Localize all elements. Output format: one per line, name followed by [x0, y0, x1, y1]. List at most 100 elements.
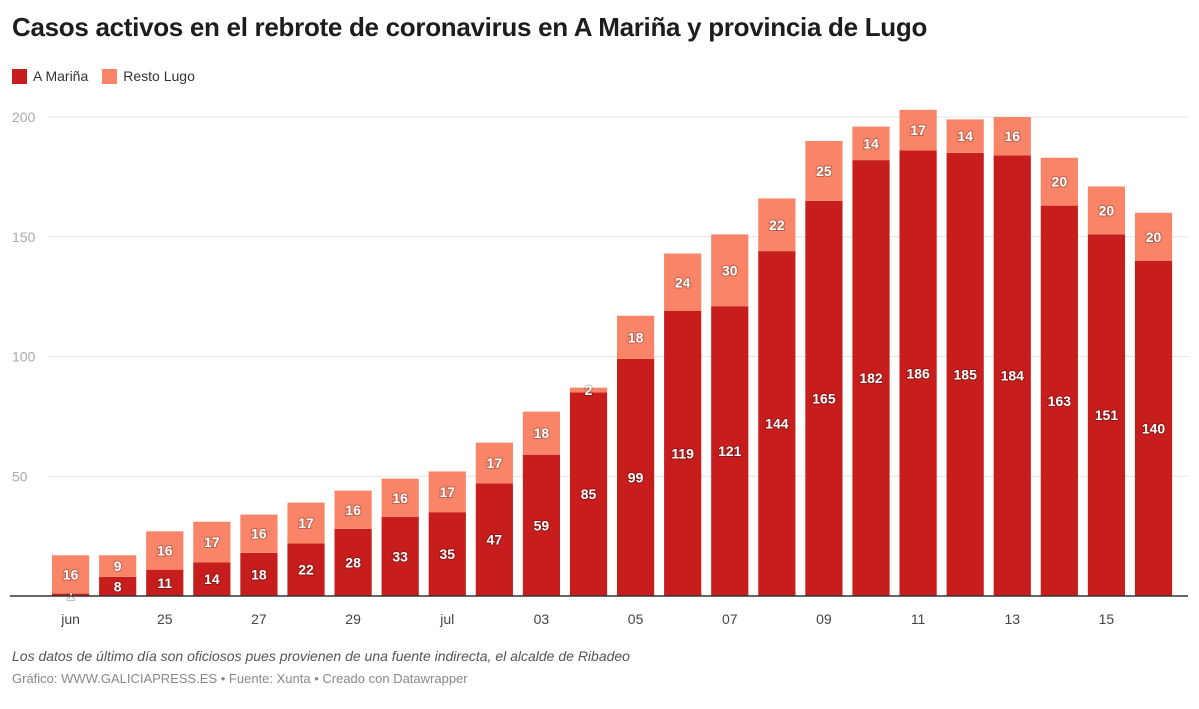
data-label: 16	[251, 526, 267, 542]
data-label: 20	[1052, 174, 1068, 190]
data-label: 165	[812, 390, 836, 406]
bar-a-marina	[711, 306, 749, 596]
data-label: 1	[67, 587, 75, 603]
data-label: 185	[954, 366, 978, 382]
data-label: 25	[816, 163, 832, 179]
x-tick-label: 15	[1099, 611, 1115, 627]
data-label: 30	[722, 262, 738, 278]
bar-a-marina	[946, 152, 984, 597]
bar-resto-lugo	[946, 119, 984, 153]
y-tick-label: 50	[12, 468, 28, 484]
data-label: 121	[718, 443, 742, 459]
data-label: 33	[392, 548, 408, 564]
bar-resto-lugo	[1134, 212, 1173, 261]
bar-resto-lugo	[475, 442, 513, 484]
data-label: 22	[769, 217, 785, 233]
chart-credit: Gráfico: WWW.GALICIAPRESS.ES • Fuente: X…	[12, 671, 468, 686]
bar-resto-lugo	[240, 514, 278, 553]
legend: A Mariña Resto Lugo	[12, 68, 195, 84]
bar-resto-lugo	[617, 315, 655, 359]
data-label: 18	[251, 566, 267, 582]
chart-note: Los datos de último día son oficiosos pu…	[12, 648, 630, 664]
legend-item-resto-lugo: Resto Lugo	[102, 68, 195, 84]
data-label: 144	[765, 416, 789, 432]
x-tick-label: jun	[60, 611, 80, 627]
data-label: 16	[63, 566, 79, 582]
y-tick-label: 100	[12, 349, 36, 365]
bar-a-marina	[852, 160, 890, 597]
data-label: 22	[298, 562, 314, 578]
bar-resto-lugo	[99, 555, 137, 577]
bar-resto-lugo	[1040, 157, 1078, 206]
bar-a-marina	[99, 576, 137, 596]
data-label: 28	[345, 554, 361, 570]
y-tick-label: 150	[12, 229, 36, 245]
data-label: 18	[628, 329, 644, 345]
bar-a-marina	[475, 483, 513, 596]
bar-resto-lugo	[664, 253, 702, 311]
data-label: 99	[628, 469, 644, 485]
data-label: 163	[1048, 393, 1072, 409]
bar-a-marina	[805, 200, 843, 596]
bar-resto-lugo	[1087, 186, 1126, 235]
legend-label: A Mariña	[33, 68, 89, 84]
bar-a-marina	[664, 310, 702, 596]
x-tick-label: 03	[534, 611, 550, 627]
data-label: 184	[1001, 368, 1025, 384]
x-tick-label: 07	[722, 611, 738, 627]
bar-a-marina	[993, 155, 1031, 596]
bar-a-marina	[758, 251, 796, 596]
bar-resto-lugo	[569, 387, 608, 393]
data-label: 24	[675, 274, 691, 290]
x-tick-label: 13	[1004, 611, 1020, 627]
x-tick-label: 29	[345, 611, 361, 627]
data-label: 59	[534, 517, 550, 533]
bar-a-marina	[334, 528, 372, 596]
data-label: 20	[1146, 229, 1162, 245]
data-label: 16	[1004, 128, 1020, 144]
bar-a-marina	[193, 562, 231, 596]
legend-swatch	[12, 68, 27, 84]
data-label: 9	[114, 558, 122, 574]
data-label: 14	[204, 571, 220, 587]
chart-title: Casos activos en el rebrote de coronavir…	[12, 12, 928, 42]
bar-resto-lugo	[381, 478, 419, 517]
bar-a-marina	[428, 512, 466, 596]
data-label: 16	[392, 490, 408, 506]
data-label: 18	[534, 425, 550, 441]
bar-resto-lugo	[852, 126, 890, 161]
legend-item-a-marina: A Mariña	[12, 68, 88, 84]
x-tick-label: 25	[157, 611, 173, 627]
data-label: 8	[114, 578, 122, 594]
data-label: 85	[581, 486, 597, 502]
x-tick-label: 27	[251, 611, 267, 627]
bar-resto-lugo	[522, 411, 561, 455]
data-label: 11	[157, 575, 172, 591]
data-label: 17	[204, 534, 220, 550]
data-label: 186	[906, 365, 930, 381]
data-label: 20	[1099, 202, 1115, 218]
bar-resto-lugo	[146, 531, 184, 570]
bar-resto-lugo	[428, 471, 466, 513]
bar-a-marina	[1134, 260, 1173, 596]
bar-a-marina	[569, 392, 608, 596]
legend-label: Resto Lugo	[123, 68, 195, 84]
bar-resto-lugo	[193, 521, 231, 563]
x-tick-label: 11	[911, 611, 926, 627]
data-label: 47	[487, 532, 503, 548]
data-label: 17	[910, 122, 926, 138]
data-label: 151	[1095, 407, 1119, 423]
bar-resto-lugo	[899, 109, 937, 151]
data-label: 16	[345, 502, 361, 518]
bar-resto-lugo	[758, 198, 796, 252]
bar-a-marina	[52, 593, 90, 596]
x-tick-label: jul	[439, 611, 454, 627]
bar-a-marina	[146, 569, 184, 596]
legend-swatch	[102, 68, 118, 84]
bar-a-marina	[899, 150, 937, 596]
data-label: 182	[859, 370, 883, 386]
bar-resto-lugo	[52, 555, 90, 594]
data-label: 17	[487, 455, 503, 471]
